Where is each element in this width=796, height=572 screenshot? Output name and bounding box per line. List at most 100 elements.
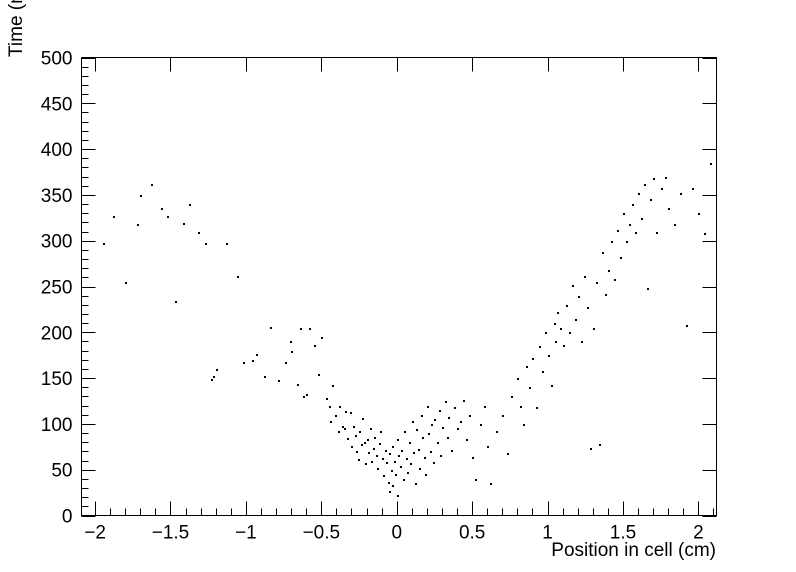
data-point (563, 345, 565, 347)
data-point (545, 332, 547, 334)
data-point (656, 232, 658, 234)
y-axis-ticks (81, 58, 717, 517)
data-point (385, 450, 387, 452)
data-point (422, 437, 424, 439)
data-point (211, 379, 213, 381)
data-point (433, 462, 435, 464)
data-point (536, 407, 538, 409)
y-tick-label: 50 (51, 461, 72, 482)
data-point (137, 224, 139, 226)
data-point (551, 385, 553, 387)
data-point (151, 184, 153, 186)
data-point (451, 450, 453, 452)
data-point (161, 208, 163, 210)
data-point (490, 483, 492, 485)
data-point (638, 193, 640, 195)
data-point (611, 241, 613, 243)
data-point (437, 442, 439, 444)
data-point (291, 351, 293, 353)
data-point (398, 455, 400, 457)
data-point (410, 463, 412, 465)
data-point (608, 270, 610, 272)
x-tick-label: −2 (84, 523, 106, 544)
x-tick-label: 0 (391, 523, 402, 544)
data-point (376, 455, 378, 457)
data-point (439, 410, 441, 412)
data-point (413, 452, 415, 454)
data-point (339, 406, 341, 408)
data-point (424, 457, 426, 459)
data-point (297, 384, 299, 386)
data-point (469, 415, 471, 417)
data-point (529, 387, 531, 389)
plot-frame (81, 57, 717, 516)
data-point (620, 257, 622, 259)
data-point (507, 453, 509, 455)
data-point (557, 312, 559, 314)
data-point (484, 406, 486, 408)
data-point (368, 452, 370, 454)
data-point (306, 394, 308, 396)
data-point (321, 337, 323, 339)
data-point (351, 446, 353, 448)
x-tick-label: −0.5 (303, 523, 341, 544)
data-point (373, 448, 375, 450)
data-point (560, 328, 562, 330)
scatter-points (103, 163, 712, 497)
data-point (548, 355, 550, 357)
data-point (216, 369, 218, 371)
data-point (342, 426, 344, 428)
data-point (665, 177, 667, 179)
data-point (103, 243, 105, 245)
data-point (358, 459, 360, 461)
data-point (635, 232, 637, 234)
data-point (539, 346, 541, 348)
data-point (502, 415, 504, 417)
data-point (380, 431, 382, 433)
data-point (463, 400, 465, 402)
data-point (377, 468, 379, 470)
y-tick-label: 250 (41, 278, 73, 299)
data-point (403, 479, 405, 481)
data-point (382, 458, 384, 460)
data-point (447, 437, 449, 439)
data-point (487, 446, 489, 448)
data-point (584, 276, 586, 278)
data-point (644, 184, 646, 186)
data-point (371, 461, 373, 463)
data-point (285, 362, 287, 364)
x-axis-tick-labels: −2 −1.5 −1 −0.5 0 0.5 1 1.5 2 (84, 523, 703, 544)
data-point (167, 216, 169, 218)
data-point (350, 412, 352, 414)
data-point (686, 325, 688, 327)
data-point (415, 483, 417, 485)
y-tick-label: 500 (41, 49, 73, 70)
y-tick-label: 100 (41, 415, 73, 436)
data-point (243, 362, 245, 364)
data-point (674, 224, 676, 226)
data-point (428, 433, 430, 435)
data-point (472, 457, 474, 459)
y-tick-label: 200 (41, 323, 73, 344)
data-point (617, 230, 619, 232)
data-point (632, 204, 634, 206)
data-point (391, 470, 393, 472)
data-point (374, 437, 376, 439)
data-point (314, 345, 316, 347)
data-point (278, 380, 280, 382)
data-point (466, 439, 468, 441)
data-point (614, 279, 616, 281)
data-point (379, 443, 381, 445)
data-point (692, 188, 694, 190)
data-point (440, 455, 442, 457)
data-point (394, 461, 396, 463)
data-point (418, 449, 420, 451)
data-point (386, 462, 388, 464)
data-point (392, 485, 394, 487)
data-point (397, 495, 399, 497)
data-point (290, 341, 292, 343)
data-point (523, 424, 525, 426)
data-point (359, 431, 361, 433)
